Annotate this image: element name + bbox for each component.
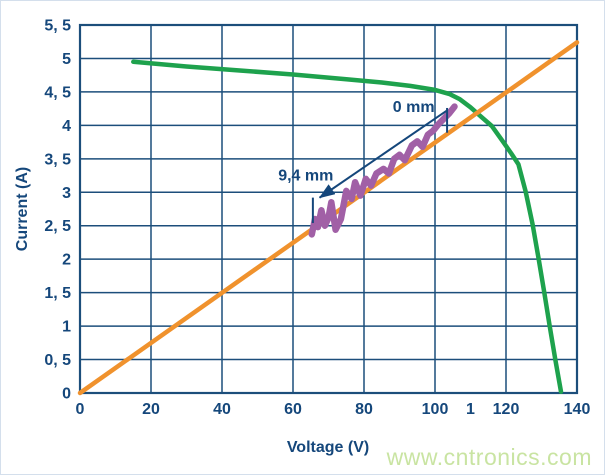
x-axis-tick-label: 80 bbox=[355, 401, 373, 418]
y-axis-tick-label: 3, 5 bbox=[44, 151, 71, 168]
y-axis-title: Current (A) bbox=[14, 166, 31, 252]
annotation-label-9-4mm: 9,4 mm bbox=[278, 167, 333, 184]
y-axis-tick-label: 1, 5 bbox=[44, 285, 71, 302]
y-axis-tick-label: 0 bbox=[62, 386, 71, 403]
plot-border bbox=[78, 23, 579, 395]
x-axis-tick-label: 1 bbox=[466, 401, 475, 418]
y-axis-tick-label: 2 bbox=[62, 252, 71, 269]
x-axis-tick-label: 40 bbox=[213, 401, 231, 418]
y-axis-tick-label: 4, 5 bbox=[44, 84, 71, 101]
x-axis-tick-label: 140 bbox=[564, 401, 591, 418]
y-axis-tick-label: 3 bbox=[62, 185, 71, 202]
x-axis-tick-label: 120 bbox=[493, 401, 520, 418]
y-axis-tick-label: 4 bbox=[62, 118, 71, 135]
x-axis-title: Voltage (V) bbox=[286, 439, 370, 456]
x-axis-tick-label: 100 bbox=[422, 401, 449, 418]
x-axis-tick-label: 0 bbox=[76, 401, 85, 418]
y-axis-tick-label: 1 bbox=[62, 319, 71, 336]
annotation-arrow bbox=[318, 109, 448, 199]
y-axis-tick-label: 5 bbox=[62, 51, 71, 68]
y-axis-tick-label: 2, 5 bbox=[44, 218, 71, 235]
measured-operating-point-trace-line bbox=[308, 103, 458, 238]
x-axis-tick-label: 20 bbox=[142, 401, 160, 418]
y-axis-tick-label: 5, 5 bbox=[44, 18, 71, 35]
y-axis-tick-label: 0, 5 bbox=[44, 352, 71, 369]
solar-panel-iv-curve-line bbox=[131, 59, 564, 394]
x-axis-tick-label: 60 bbox=[284, 401, 302, 418]
watermark-text: www.cntronics.com bbox=[386, 444, 592, 470]
annotation-label-0mm: 0 mm bbox=[393, 99, 435, 116]
